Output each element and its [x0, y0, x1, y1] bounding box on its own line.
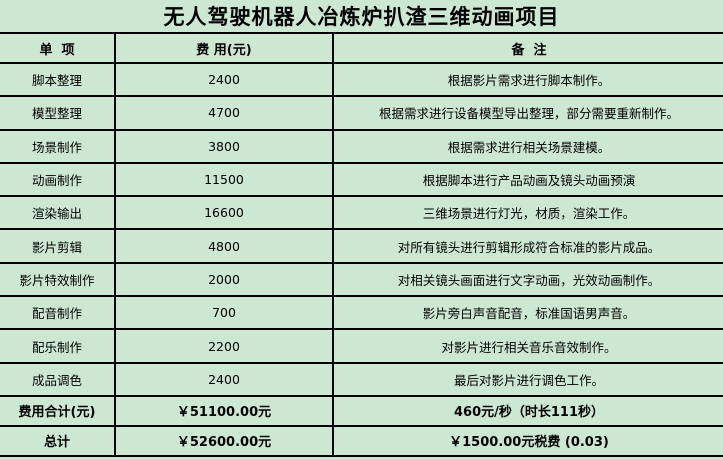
- note-cell[interactable]: 对所有镜头进行剪辑形成符合标准的影片成品。: [332, 228, 723, 264]
- cost-cell[interactable]: 11500: [114, 161, 334, 198]
- cost-cell[interactable]: 16600: [114, 195, 334, 231]
- cost-table: 单 项 费 用(元) 备 注 脚本整理 2400 根据影片需求进行脚本制作。 模型整理…: [0, 32, 723, 457]
- cost-cell[interactable]: 4800: [114, 228, 334, 264]
- item-cell[interactable]: 渲染输出: [0, 195, 116, 231]
- table-row: 动画制作 11500 根据脚本进行产品动画及镜头动画预演: [0, 161, 723, 198]
- total-row: 总计 ￥52600.00元 ￥1500.00元税费 (0.03): [0, 424, 723, 457]
- table-row: 影片剪辑 4800 对所有镜头进行剪辑形成符合标准的影片成品。: [0, 228, 723, 264]
- subtotal-note[interactable]: 460元/秒（时长111秒）: [332, 394, 723, 427]
- header-note[interactable]: 备 注: [332, 32, 723, 64]
- note-cell[interactable]: 根据需求进行设备模型导出整理，部分需要重新制作。: [332, 95, 723, 131]
- table-row: 影片特效制作 2000 对相关镜头画面进行文字动画，光效动画制作。: [0, 261, 723, 298]
- table-row: 成品调色 2400 最后对影片进行调色工作。: [0, 361, 723, 397]
- subtotal-label[interactable]: 费用合计(元): [0, 394, 116, 427]
- header-item[interactable]: 单 项: [0, 32, 116, 64]
- table-row: 脚本整理 2400 根据影片需求进行脚本制作。: [0, 61, 723, 98]
- table-row: 模型整理 4700 根据需求进行设备模型导出整理，部分需要重新制作。: [0, 95, 723, 131]
- header-cost[interactable]: 费 用(元): [114, 32, 334, 64]
- item-cell[interactable]: 脚本整理: [0, 61, 116, 98]
- note-cell[interactable]: 根据脚本进行产品动画及镜头动画预演: [332, 161, 723, 198]
- total-cost[interactable]: ￥52600.00元: [114, 424, 334, 457]
- subtotal-row: 费用合计(元) ￥51100.00元 460元/秒（时长111秒）: [0, 394, 723, 427]
- note-cell[interactable]: 最后对影片进行调色工作。: [332, 361, 723, 397]
- cost-cell[interactable]: 3800: [114, 128, 334, 164]
- item-cell[interactable]: 配音制作: [0, 295, 116, 331]
- cost-cell[interactable]: 700: [114, 295, 334, 331]
- sheet-title: 无人驾驶机器人冶炼炉扒渣三维动画项目: [163, 4, 560, 29]
- cost-cell[interactable]: 2400: [114, 61, 334, 98]
- cost-cell[interactable]: 2200: [114, 328, 334, 364]
- note-cell[interactable]: 根据需求进行相关场景建模。: [332, 128, 723, 164]
- table-row: 配乐制作 2200 对影片进行相关音乐音效制作。: [0, 328, 723, 364]
- table-row: 场景制作 3800 根据需求进行相关场景建模。: [0, 128, 723, 164]
- total-label[interactable]: 总计: [0, 424, 116, 457]
- item-cell[interactable]: 配乐制作: [0, 328, 116, 364]
- cost-cell[interactable]: 4700: [114, 95, 334, 131]
- item-cell[interactable]: 场景制作: [0, 128, 116, 164]
- note-cell[interactable]: 对相关镜头画面进行文字动画，光效动画制作。: [332, 261, 723, 298]
- cost-cell[interactable]: 2400: [114, 361, 334, 397]
- header-row: 单 项 费 用(元) 备 注: [0, 32, 723, 64]
- table-row: 配音制作 700 影片旁白声音配音，标准国语男声音。: [0, 295, 723, 331]
- note-cell[interactable]: 对影片进行相关音乐音效制作。: [332, 328, 723, 364]
- item-cell[interactable]: 影片剪辑: [0, 228, 116, 264]
- total-note[interactable]: ￥1500.00元税费 (0.03): [332, 424, 723, 457]
- note-cell[interactable]: 根据影片需求进行脚本制作。: [332, 61, 723, 98]
- note-cell[interactable]: 三维场景进行灯光，材质，渲染工作。: [332, 195, 723, 231]
- table-row: 渲染输出 16600 三维场景进行灯光，材质，渲染工作。: [0, 195, 723, 231]
- item-cell[interactable]: 成品调色: [0, 361, 116, 397]
- cost-cell[interactable]: 2000: [114, 261, 334, 298]
- subtotal-cost[interactable]: ￥51100.00元: [114, 394, 334, 427]
- note-cell[interactable]: 影片旁白声音配音，标准国语男声音。: [332, 295, 723, 331]
- item-cell[interactable]: 模型整理: [0, 95, 116, 131]
- item-cell[interactable]: 影片特效制作: [0, 261, 116, 298]
- item-cell[interactable]: 动画制作: [0, 161, 116, 198]
